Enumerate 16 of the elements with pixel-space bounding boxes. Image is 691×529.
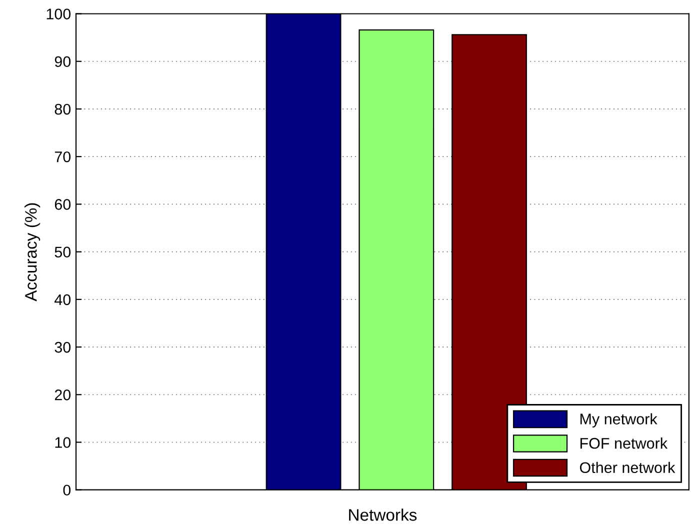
y-tick-label: 60 — [54, 199, 71, 210]
y-tick-label: 10 — [55, 437, 71, 448]
legend-label: Other network — [580, 462, 676, 474]
y-tick-label: 50 — [54, 246, 71, 258]
y-tick-label: 90 — [54, 56, 71, 68]
y-tick-label: 40 — [54, 294, 71, 306]
y-axis-title: Accuracy (%) — [24, 203, 40, 302]
y-tick-label: 80 — [54, 104, 71, 115]
y-tick-label: 100 — [46, 8, 71, 20]
y-tick-label: 0 — [63, 484, 71, 496]
x-axis-title: Networks — [349, 508, 417, 521]
legend-label: My network — [580, 413, 658, 428]
y-tick-label: 20 — [54, 390, 71, 400]
y-tick-label: 30 — [54, 342, 71, 353]
y-tick-label: 70 — [54, 151, 71, 162]
legend-label: FOF network — [580, 438, 668, 449]
